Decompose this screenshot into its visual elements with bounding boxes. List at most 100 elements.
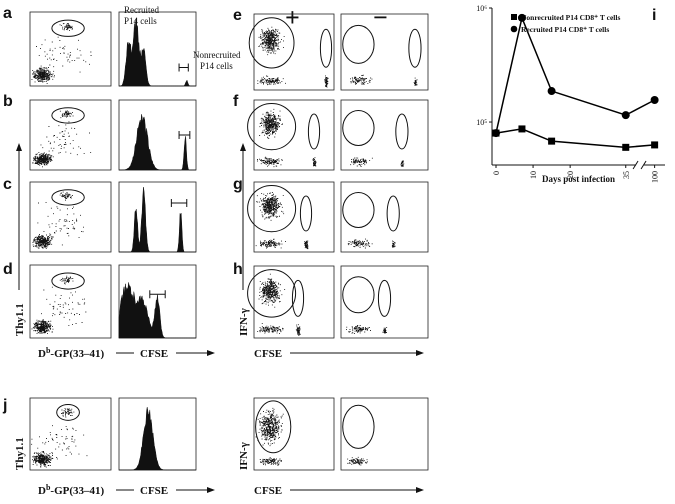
- plot-frame: [253, 397, 335, 471]
- histogram: [118, 282, 196, 339]
- annotation: P14 cells: [200, 61, 233, 71]
- axis-label: Db-GP(33–41): [38, 346, 105, 360]
- x-tick-label: 10: [529, 171, 538, 179]
- point: [548, 137, 556, 145]
- gate: [51, 272, 85, 290]
- y-tick-label: 10⁶: [476, 4, 487, 13]
- label-part: b: [46, 483, 51, 492]
- gate: [307, 113, 321, 150]
- event-dots: [257, 273, 301, 337]
- plot-frame: [118, 397, 197, 471]
- axis-label: CFSE: [254, 485, 282, 497]
- plot-frame: [253, 13, 335, 91]
- annotation: Recruited: [124, 5, 159, 15]
- event-dots: [255, 407, 284, 467]
- event-dots: [31, 275, 87, 335]
- arrow-head: [416, 350, 424, 356]
- point: [518, 125, 526, 133]
- histogram: [119, 406, 196, 471]
- series-line: [495, 15, 655, 134]
- arrow-head: [207, 350, 215, 356]
- gate: [248, 17, 295, 69]
- arrow-head: [240, 143, 246, 151]
- axis-label: Thy1.1: [14, 303, 26, 336]
- plot-frame: [253, 99, 335, 171]
- event-dots: [32, 191, 84, 250]
- point: [651, 141, 659, 149]
- label-part: D: [38, 485, 46, 497]
- label-part: -GP(33–41): [50, 485, 104, 497]
- gate: [291, 279, 305, 317]
- x-axis-label: Days post infection: [542, 174, 615, 184]
- panel-letter: a: [3, 5, 12, 22]
- gate: [342, 276, 375, 314]
- panel-letter: g: [233, 176, 243, 193]
- gate-bracket: [178, 63, 189, 72]
- axis-label: IFN-γ: [238, 442, 250, 470]
- event-dots: [255, 192, 309, 250]
- event-dots: [31, 22, 92, 84]
- gate: [247, 269, 297, 318]
- label-part: b: [46, 346, 51, 355]
- gate-bracket: [149, 290, 166, 299]
- annotation: +: [285, 3, 300, 32]
- plot-frame: [29, 181, 112, 253]
- panel-letter: j: [2, 397, 7, 414]
- gate: [247, 185, 297, 233]
- label-part: D: [38, 348, 46, 360]
- gate: [342, 404, 375, 449]
- gate: [342, 24, 375, 64]
- gate-bracket: [170, 199, 188, 207]
- arrow-head: [416, 487, 424, 493]
- event-dots: [347, 238, 396, 249]
- plot-frame: [340, 99, 429, 171]
- gate: [247, 103, 297, 151]
- axis-label: CFSE: [140, 485, 168, 497]
- panel-letter: d: [3, 261, 13, 278]
- point: [650, 96, 659, 105]
- histogram: [119, 114, 196, 171]
- panel-letter: b: [3, 93, 13, 110]
- gate: [319, 28, 333, 68]
- x-tick-label: 20: [566, 171, 575, 179]
- event-dots: [350, 74, 418, 86]
- point: [517, 13, 526, 22]
- point: [492, 129, 500, 138]
- event-dots: [31, 407, 88, 468]
- gate: [342, 192, 375, 228]
- panel-letter: h: [233, 261, 243, 278]
- histogram: [119, 187, 196, 253]
- plot-frame: [253, 265, 335, 339]
- x-tick-label: 35: [622, 171, 631, 179]
- panel-letter: f: [233, 93, 239, 110]
- plot-frame: [340, 265, 429, 339]
- gate-bracket: [178, 131, 191, 139]
- axis-label: CFSE: [140, 348, 168, 360]
- plot-frame: [29, 397, 112, 471]
- plot-frame: [29, 264, 112, 339]
- point: [547, 87, 556, 96]
- point: [621, 111, 630, 120]
- y-tick-label: 10⁵: [476, 118, 487, 127]
- gate: [51, 19, 85, 37]
- event-dots: [346, 325, 388, 334]
- plot-frame: [340, 181, 429, 253]
- gate: [395, 113, 409, 150]
- axis-break: [632, 160, 647, 170]
- point: [622, 143, 630, 151]
- panel-letter: e: [233, 7, 242, 24]
- gate: [51, 189, 85, 206]
- gate: [377, 279, 392, 317]
- axis-label: IFN-γ: [238, 308, 250, 336]
- panel-letter: c: [3, 176, 12, 193]
- annotation: P14 cells: [124, 16, 157, 26]
- gate: [386, 195, 400, 232]
- plot-frame: [253, 181, 335, 253]
- histogram: [119, 18, 196, 87]
- axis-label: Db-GP(33–41): [38, 483, 105, 497]
- gate: [408, 28, 422, 68]
- plot-frame: [340, 13, 429, 91]
- legend-marker: [511, 14, 517, 20]
- event-dots: [32, 110, 92, 168]
